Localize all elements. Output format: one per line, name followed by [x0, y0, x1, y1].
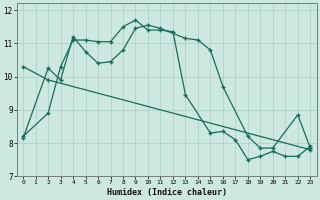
X-axis label: Humidex (Indice chaleur): Humidex (Indice chaleur) [107, 188, 227, 197]
